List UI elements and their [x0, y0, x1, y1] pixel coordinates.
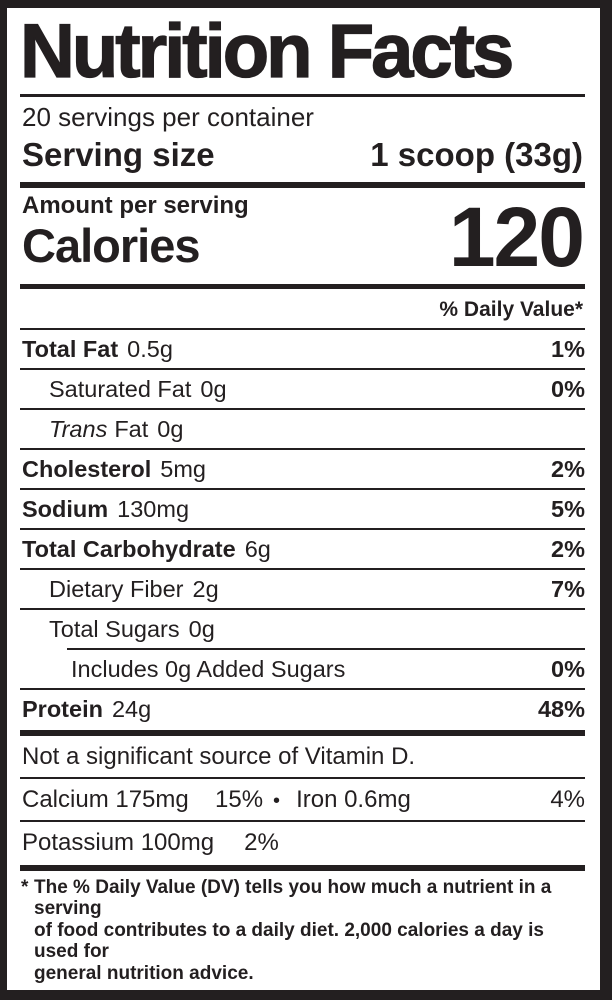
- divider: [20, 447, 585, 450]
- bullet-separator: •: [273, 790, 281, 813]
- iron-amount: Iron 0.6mg: [296, 786, 411, 814]
- serving-size-row: Serving size 1 scoop (33g): [20, 134, 585, 182]
- potassium-amount: Potassium 100mg: [22, 829, 215, 857]
- dv-value: 0%: [551, 375, 585, 402]
- dv-value: 7%: [551, 575, 585, 602]
- divider: [20, 527, 585, 530]
- thick-divider: [20, 182, 585, 189]
- thick-divider: [20, 729, 585, 737]
- divider: [20, 777, 585, 780]
- servings-per-container: 20 servings per container: [22, 102, 314, 132]
- nutrient-row-protein: Protein 24g 48%: [22, 695, 585, 722]
- serving-size-value: 1 scoop (33g): [370, 136, 583, 173]
- divider: [20, 487, 585, 490]
- mineral-row-calcium-iron: Calcium 175mg 15% • Iron 0.6mg 4%: [20, 779, 585, 820]
- iron-dv: 4%: [550, 786, 585, 814]
- dv-value: 1%: [551, 335, 585, 362]
- nutrient-row-total-fat: Total Fat 0.5g 1%: [22, 335, 585, 362]
- footnote-asterisk: *: [21, 876, 29, 898]
- divider: [20, 820, 585, 823]
- amount-per-serving-label: Amount per serving: [22, 192, 249, 220]
- calories-label: Calories: [22, 219, 200, 273]
- dv-value: 48%: [537, 695, 585, 722]
- nutrient-row-added-sugars: Includes 0g Added Sugars 0%: [71, 655, 585, 682]
- not-significant-note: Not a significant source of Vitamin D.: [22, 743, 416, 771]
- divider-indented: [67, 647, 585, 650]
- daily-value-footnote: * The % Daily Value (DV) tells you how m…: [20, 871, 585, 985]
- thick-divider: [20, 283, 585, 289]
- divider: [20, 407, 585, 410]
- nutrient-row-total-sugars: Total Sugars 0g: [49, 615, 215, 642]
- footnote-line: general nutrition advice.: [34, 962, 254, 984]
- calories-section: Amount per serving Calories 120: [20, 188, 585, 284]
- footnote-line: The % Daily Value (DV) tells you how muc…: [34, 876, 552, 920]
- footnote-line: of food contributes to a daily diet. 2,0…: [34, 919, 544, 963]
- divider: [20, 687, 585, 690]
- nutrient-row-trans-fat: Trans Fat 0g: [49, 415, 184, 442]
- daily-value-header: % Daily Value*: [439, 297, 583, 321]
- nutrient-row-sodium: Sodium 130mg 5%: [22, 495, 585, 522]
- label-title: Nutrition Facts: [19, 9, 515, 94]
- nutrient-row-total-carbohydrate: Total Carbohydrate 6g 2%: [22, 535, 585, 562]
- calories-value: 120: [448, 189, 585, 284]
- calcium-dv: 15%: [215, 786, 264, 814]
- divider: [20, 367, 585, 370]
- thick-divider: [20, 865, 585, 871]
- nutrient-row-dietary-fiber: Dietary Fiber 2g 7%: [49, 575, 585, 602]
- mineral-row-potassium: Potassium 100mg 2%: [20, 822, 585, 863]
- dv-value: 0%: [551, 655, 585, 682]
- divider: [20, 607, 585, 610]
- divider: [20, 94, 585, 97]
- divider: [20, 327, 585, 330]
- serving-size-label: Serving size: [22, 136, 215, 173]
- calcium-amount: Calcium 175mg: [22, 786, 189, 814]
- divider: [20, 567, 585, 570]
- potassium-dv: 2%: [244, 829, 279, 857]
- dv-value: 2%: [551, 455, 585, 482]
- dv-value: 5%: [551, 495, 585, 522]
- dv-value: 2%: [551, 535, 585, 562]
- nutrient-row-cholesterol: Cholesterol 5mg 2%: [22, 455, 585, 482]
- nutrient-row-saturated-fat: Saturated Fat 0g 0%: [49, 375, 585, 402]
- nutrition-facts-label: Nutrition Facts 20 servings per containe…: [7, 8, 600, 990]
